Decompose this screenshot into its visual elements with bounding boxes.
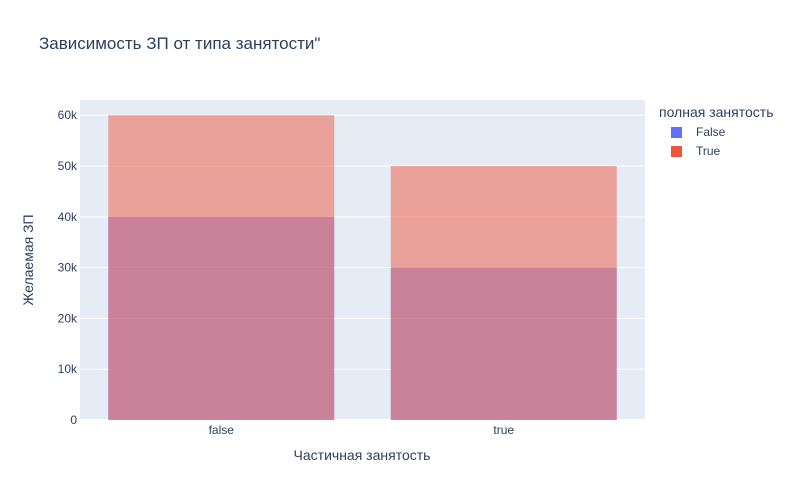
legend-title: полная занятость [659,104,774,120]
bar-true-false [108,115,335,420]
x-axis-label: Частичная занятость [294,447,431,463]
y-axis-label: Желаемая ЗП [20,214,36,305]
y-tick-label: 40k [58,210,78,224]
y-tick-label: 20k [58,311,78,325]
y-tick-label: 30k [58,261,78,275]
y-tick-label: 50k [58,159,78,173]
bar-true-true [390,166,617,420]
y-tick-label: 0 [70,413,77,427]
chart-title: Зависимость ЗП от типа занятости" [39,34,321,53]
x-tick-labels: false true [209,423,515,437]
legend-swatch-true [671,145,682,157]
y-tick-label: 60k [58,108,78,122]
legend-swatch-false [671,126,682,138]
x-tick-label: false [209,423,235,437]
legend-item-true[interactable]: True [671,144,720,158]
legend-label-false: False [696,125,726,139]
y-tick-labels: 0 10k 20k 30k 40k 50k 60k [58,108,78,427]
legend-item-false[interactable]: False [671,125,725,139]
x-tick-label: true [493,423,514,437]
legend-label-true: True [696,144,721,158]
y-tick-label: 10k [58,362,78,376]
bars [108,115,617,420]
